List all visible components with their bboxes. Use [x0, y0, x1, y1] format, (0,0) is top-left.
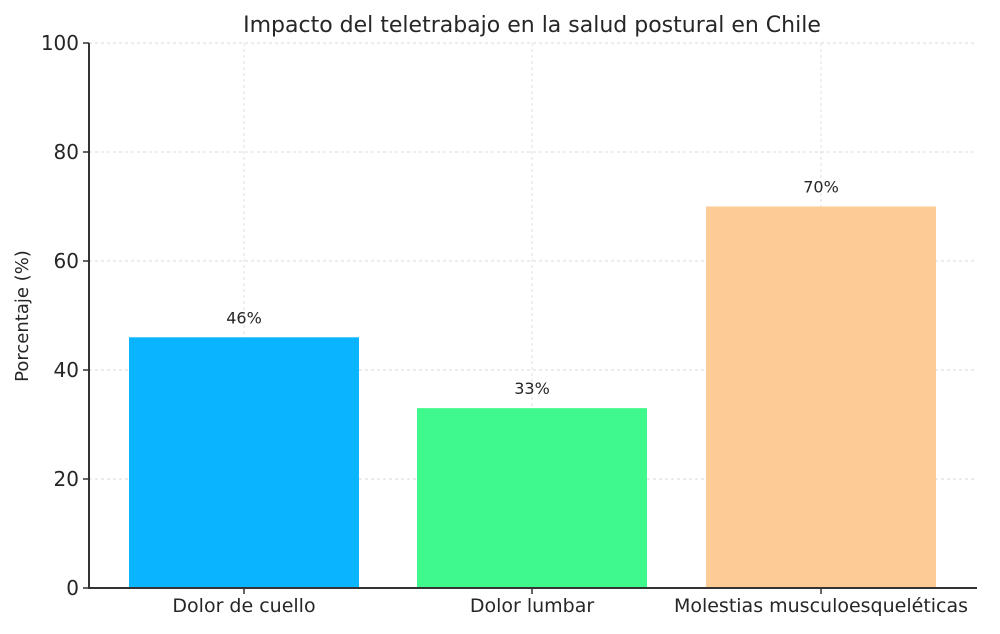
bars	[129, 206, 936, 588]
y-tick-label: 20	[54, 467, 79, 491]
data-labels: 46% 33% 70%	[226, 178, 839, 399]
bar-1	[417, 408, 647, 588]
y-tick-label: 0	[66, 576, 79, 600]
x-tick-label: Molestias musculoesqueléticas	[674, 595, 968, 617]
x-tick-label: Dolor de cuello	[172, 595, 315, 617]
bar-2	[706, 206, 936, 588]
chart-title: Impacto del teletrabajo en la salud post…	[243, 13, 821, 38]
y-tick-label: 60	[54, 249, 79, 273]
y-axis-label: Porcentaje (%)	[12, 250, 33, 382]
x-tick-label: Dolor lumbar	[470, 595, 595, 617]
data-label: 33%	[514, 379, 550, 398]
data-label: 46%	[226, 308, 262, 327]
bar-0	[129, 337, 359, 588]
x-ticks: Dolor de cuello Dolor lumbar Molestias mus…	[172, 588, 968, 617]
y-tick-label: 100	[41, 31, 79, 55]
y-tick-label: 80	[54, 140, 79, 164]
y-tick-label: 40	[54, 358, 79, 382]
y-ticks: 0 20 40 60 80 100	[41, 31, 89, 600]
data-label: 70%	[803, 178, 839, 197]
